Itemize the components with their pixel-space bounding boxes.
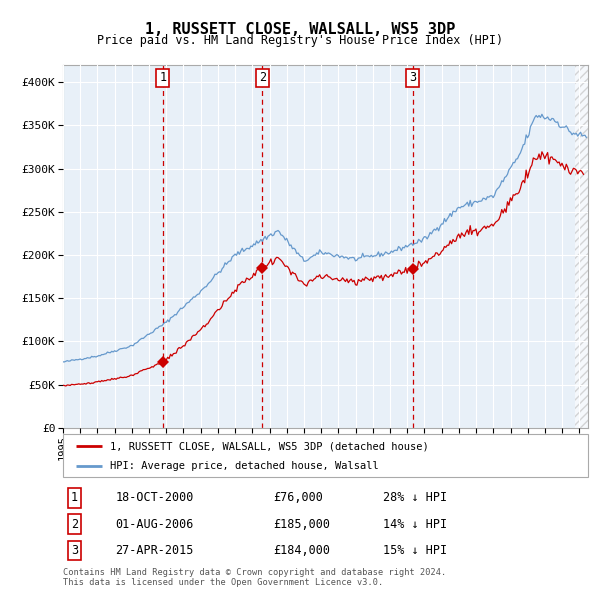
Text: 1, RUSSETT CLOSE, WALSALL, WS5 3DP: 1, RUSSETT CLOSE, WALSALL, WS5 3DP (145, 22, 455, 37)
Text: 2: 2 (259, 71, 266, 84)
FancyBboxPatch shape (63, 434, 588, 477)
Text: £185,000: £185,000 (273, 518, 330, 531)
Text: 1: 1 (71, 491, 78, 504)
Text: 27-APR-2015: 27-APR-2015 (115, 544, 194, 557)
Text: 3: 3 (71, 544, 78, 557)
Text: 1, RUSSETT CLOSE, WALSALL, WS5 3DP (detached house): 1, RUSSETT CLOSE, WALSALL, WS5 3DP (deta… (110, 441, 429, 451)
Text: Contains HM Land Registry data © Crown copyright and database right 2024.
This d: Contains HM Land Registry data © Crown c… (63, 568, 446, 587)
Text: £76,000: £76,000 (273, 491, 323, 504)
Text: 15% ↓ HPI: 15% ↓ HPI (383, 544, 448, 557)
Text: 01-AUG-2006: 01-AUG-2006 (115, 518, 194, 531)
Text: 28% ↓ HPI: 28% ↓ HPI (383, 491, 448, 504)
Text: 14% ↓ HPI: 14% ↓ HPI (383, 518, 448, 531)
Text: 1: 1 (159, 71, 166, 84)
Text: Price paid vs. HM Land Registry's House Price Index (HPI): Price paid vs. HM Land Registry's House … (97, 34, 503, 47)
Text: 2: 2 (71, 518, 78, 531)
Text: 18-OCT-2000: 18-OCT-2000 (115, 491, 194, 504)
Text: £184,000: £184,000 (273, 544, 330, 557)
Text: HPI: Average price, detached house, Walsall: HPI: Average price, detached house, Wals… (110, 461, 379, 471)
Text: 3: 3 (409, 71, 416, 84)
